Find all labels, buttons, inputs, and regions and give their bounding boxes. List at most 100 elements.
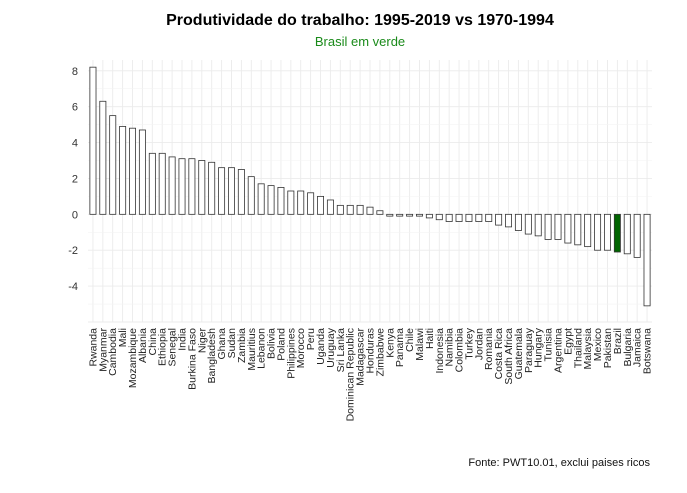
x-tick-label: Uruguay — [325, 327, 337, 367]
x-tick-label: Bulgaria — [622, 328, 634, 367]
bar-india — [178, 158, 186, 215]
bar-senegal — [168, 156, 176, 215]
bar-south-africa — [505, 213, 512, 228]
chart-caption: Fonte: PWT10.01, exclui paises ricos — [468, 457, 650, 469]
bar-brazil — [613, 213, 621, 253]
bar-sudan — [228, 167, 235, 215]
bar-tunisia — [544, 213, 552, 240]
x-tick-label: Indonesia — [434, 328, 446, 374]
x-tick-label: Ghana — [216, 328, 228, 360]
x-tick-label: Mozambique — [127, 328, 139, 388]
bar-jordan — [475, 213, 483, 222]
bar-pakistan — [604, 213, 611, 251]
x-tick-label: Myanmar — [97, 328, 109, 372]
x-tick-label: Argentina — [553, 328, 565, 373]
x-tick-label: Honduras — [365, 328, 377, 374]
x-tick-label: Sudan — [226, 328, 238, 359]
bar-madagascar — [356, 204, 364, 215]
bar-china — [148, 152, 156, 215]
y-tick-label: 2 — [72, 173, 78, 185]
bar-turkey — [465, 213, 473, 222]
x-tick-label: Mexico — [592, 328, 604, 361]
x-tick-label: Senegal — [167, 328, 179, 367]
x-tick-label: Chile — [404, 328, 416, 352]
y-tick-label: 0 — [72, 209, 78, 221]
chart-title: Produtividade do trabalho: 1995-2019 vs … — [166, 12, 554, 29]
bar-indonesia — [435, 213, 443, 221]
bar-mauritius — [247, 176, 255, 215]
bar-mexico — [594, 213, 602, 251]
bar-sri-lanka — [336, 204, 344, 215]
x-tick-label: Haiti — [424, 328, 436, 349]
x-tick-label: Zimbabwe — [374, 328, 386, 377]
x-tick-label: China — [147, 328, 159, 356]
x-tick-label: Mali — [117, 328, 129, 347]
bar-thailand — [574, 213, 582, 246]
x-tick-label: Philippines — [285, 328, 297, 379]
x-tick-label: Bolivia — [266, 328, 278, 359]
bar-namibia — [445, 213, 453, 222]
x-tick-label: Madagascar — [355, 327, 367, 385]
bar-mali — [119, 125, 127, 215]
bar-honduras — [366, 206, 374, 215]
x-axis: RwandaMyanmarCambodiaMaliMozambiqueAlban… — [87, 327, 653, 421]
x-tick-label: Bangladesh — [206, 328, 218, 384]
bar-paraguay — [524, 213, 532, 235]
bar-egypt — [564, 213, 572, 244]
bar-haiti — [425, 213, 433, 219]
bar-malaysia — [584, 213, 592, 248]
bar-burkina-faso — [188, 158, 196, 215]
bar-uruguay — [326, 199, 334, 215]
x-tick-label: Niger — [196, 327, 208, 353]
bar-philippines — [287, 190, 295, 215]
bar-myanmar — [99, 100, 107, 215]
bar-cambodia — [109, 115, 117, 215]
x-tick-label: South Africa — [503, 328, 515, 385]
x-tick-label: Malaysia — [582, 328, 594, 370]
bar-hungary — [534, 213, 542, 237]
y-tick-label: -4 — [68, 281, 78, 293]
x-tick-label: Paraguay — [523, 327, 535, 373]
x-tick-label: Dominican Republic — [345, 328, 357, 421]
x-tick-label: Morocco — [295, 328, 307, 368]
x-tick-label: Colombia — [454, 328, 466, 373]
bar-peru — [307, 192, 315, 215]
x-tick-label: Kenya — [384, 328, 396, 358]
y-axis: 8 6 4 2 0 -2 -4 — [68, 66, 78, 293]
x-tick-label: Lebanon — [256, 328, 268, 369]
x-tick-label: Poland — [275, 328, 287, 361]
x-tick-label: Romania — [483, 328, 495, 370]
bar-rwanda — [89, 66, 97, 215]
bar-kenya — [386, 213, 394, 217]
x-tick-label: Peru — [305, 328, 317, 350]
bar-niger — [198, 160, 206, 215]
bar-ghana — [218, 167, 226, 215]
bar-chile — [406, 213, 414, 217]
x-tick-label: Guatemala — [513, 328, 525, 380]
y-tick-label: 4 — [72, 138, 78, 150]
x-tick-label: Cambodia — [107, 328, 119, 376]
bar-zambia — [237, 169, 245, 215]
bar-bangladesh — [208, 161, 216, 215]
y-tick-label: -2 — [68, 245, 78, 257]
x-tick-label: Namibia — [444, 328, 456, 367]
x-tick-label: Malawi — [414, 328, 426, 361]
bar-botswana — [643, 213, 651, 307]
bar-uganda — [317, 195, 324, 215]
x-tick-label: Rwanda — [87, 328, 99, 367]
x-tick-label: Brazil — [612, 328, 624, 354]
bar-mozambique — [129, 127, 136, 215]
x-tick-label: Burkina Faso — [186, 328, 198, 390]
x-tick-label: Jordan — [473, 328, 485, 360]
y-tick-label: 8 — [72, 66, 78, 78]
bar-panama — [396, 213, 404, 217]
y-tick-label: 6 — [72, 102, 78, 114]
bar-ethiopia — [158, 152, 166, 215]
bar-argentina — [554, 213, 562, 240]
x-tick-label: Botswana — [642, 328, 654, 374]
x-tick-label: Mauritius — [246, 328, 258, 371]
x-tick-label: Costa Rica — [493, 328, 505, 380]
x-tick-label: Albania — [137, 328, 149, 363]
bars — [89, 66, 651, 307]
bar-costa-rica — [495, 213, 503, 226]
